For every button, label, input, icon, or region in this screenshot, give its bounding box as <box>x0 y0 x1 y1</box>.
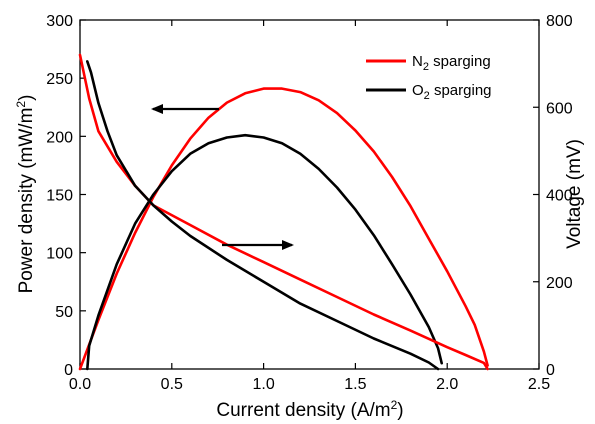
y2-tick-label: 400 <box>546 188 573 205</box>
x-tick-label: 0.5 <box>161 376 183 393</box>
x-tick-label: 2.0 <box>436 376 458 393</box>
x-tick-label: 1.0 <box>252 376 274 393</box>
y-tick-label: 50 <box>55 304 73 321</box>
y-tick-label: 100 <box>46 246 73 263</box>
y2-tick-label: 800 <box>546 13 573 30</box>
y2-tick-label: 0 <box>546 362 555 379</box>
series-line-power-0 <box>78 87 489 371</box>
series-line-voltage-3 <box>86 60 440 371</box>
y2-tick-label: 600 <box>546 100 573 117</box>
x-tick-label: 2.5 <box>528 376 550 393</box>
legend: N2 sparging O2 sparging <box>366 53 492 102</box>
x-tick-label: 1.5 <box>344 376 366 393</box>
y2-tick-label: 200 <box>546 275 573 292</box>
y-tick-label: 0 <box>64 362 73 379</box>
y-tick-label: 150 <box>46 188 73 205</box>
x-tick-label: 0.0 <box>69 376 91 393</box>
x-axis-title: Current density (A/m2) <box>216 398 403 421</box>
y-axis-title: Power density (mW/m2) <box>14 95 37 294</box>
y-tick-label: 200 <box>46 129 73 146</box>
series-line-power-1 <box>86 133 443 371</box>
series-line-voltage-2 <box>78 53 489 371</box>
series-layer <box>78 53 489 371</box>
y-tick-label: 250 <box>46 71 73 88</box>
legend-label-n2: N2 sparging <box>412 53 491 73</box>
y-tick-label: 300 <box>46 13 73 30</box>
y2-axis-title: Voltage (mV) <box>564 139 585 249</box>
ticks-layer: 0.0 0.5 1.0 1.5 2.0 2.50501001502002503000200… <box>46 13 573 393</box>
legend-label-o2: O2 sparging <box>412 82 492 102</box>
